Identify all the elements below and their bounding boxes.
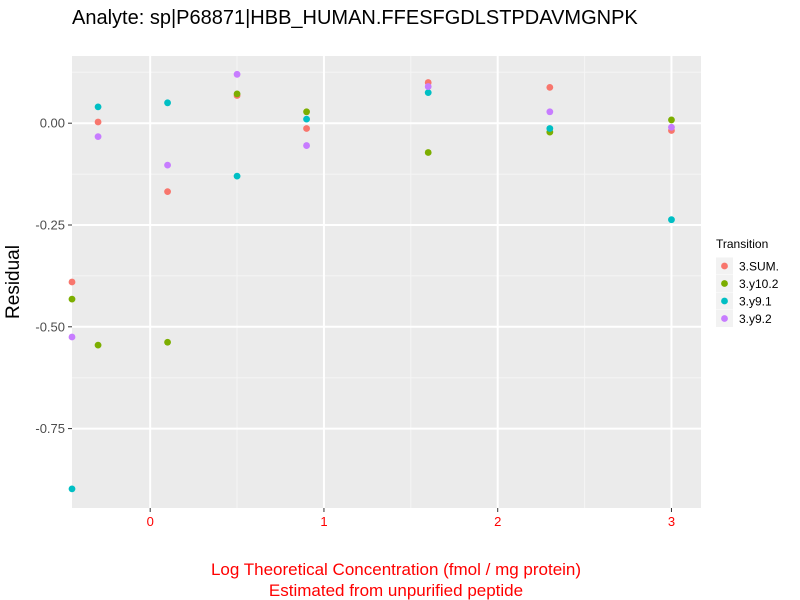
data-point (303, 125, 310, 132)
data-point (94, 341, 102, 349)
data-point (546, 108, 554, 116)
x-axis-ticks: 0 1 2 3 (147, 508, 675, 529)
legend-key-point (721, 297, 728, 305)
data-point (94, 103, 102, 111)
chart-title: Analyte: sp|P68871|HBB_HUMAN.FFESFGDLSTP… (72, 7, 638, 29)
legend-label: 3.y9.2 (739, 312, 772, 326)
y-axis-ticks: 0.00 -0.25 -0.50 -0.75 (35, 116, 72, 436)
y-tick-label: -0.25 (35, 217, 65, 232)
x-tick-label: 2 (494, 514, 501, 529)
data-point (68, 295, 76, 303)
legend-key-point (721, 280, 728, 287)
data-point (94, 133, 102, 141)
y-tick-label: -0.75 (35, 421, 65, 436)
data-point (68, 485, 76, 493)
data-point (233, 172, 241, 180)
x-tick-label: 3 (668, 514, 675, 529)
data-point (303, 115, 310, 123)
data-points (68, 70, 675, 493)
data-point (303, 108, 310, 116)
legend-label: 3.y10.2 (739, 277, 779, 291)
data-point (233, 70, 241, 78)
plot-panel (72, 56, 701, 508)
data-point (668, 216, 675, 224)
data-point (424, 149, 432, 156)
data-point (668, 116, 675, 124)
data-point (424, 83, 432, 90)
data-point (303, 142, 310, 149)
data-point (546, 83, 554, 91)
y-tick-label: 0.00 (40, 116, 65, 131)
grid-lines (72, 56, 701, 508)
legend-key-point (721, 262, 728, 270)
data-point (164, 338, 171, 346)
x-tick-label: 1 (320, 514, 327, 529)
data-point (164, 99, 171, 107)
data-point (424, 89, 432, 97)
data-point (68, 333, 76, 341)
x-axis-label-line2: Estimated from unpurified peptide (269, 581, 523, 600)
legend: Transition 3.SUM. 3.y10.2 3.y9.1 3.y9.2 (716, 237, 779, 327)
data-point (164, 161, 171, 169)
data-point (68, 278, 76, 286)
y-tick-label: -0.50 (35, 319, 65, 334)
x-tick-label: 0 (147, 514, 154, 529)
legend-title: Transition (716, 237, 768, 251)
data-point (233, 90, 241, 98)
data-point (164, 188, 171, 196)
legend-label: 3.y9.1 (739, 294, 772, 308)
data-point (668, 123, 675, 131)
legend-label: 3.SUM. (739, 259, 779, 273)
x-axis-label-line1: Log Theoretical Concentration (fmol / mg… (211, 560, 581, 579)
data-point (546, 125, 554, 132)
y-axis-label: Residual (3, 245, 24, 319)
legend-key-point (721, 315, 728, 322)
data-point (94, 118, 102, 126)
